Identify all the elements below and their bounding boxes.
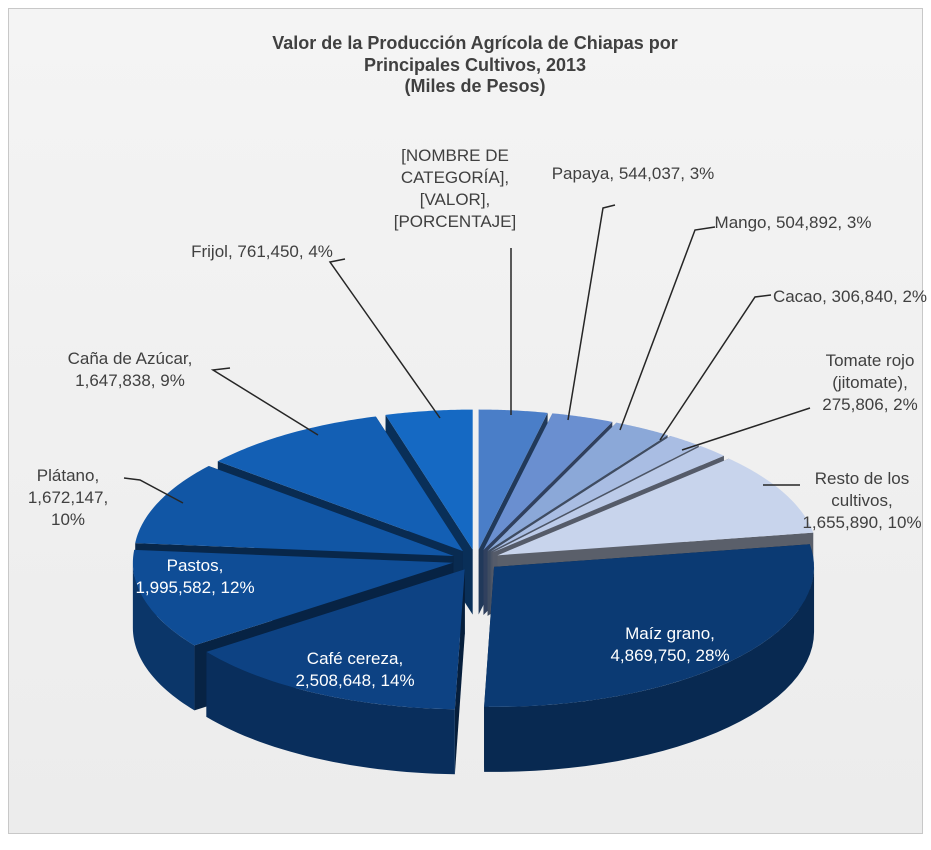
data-label: [NOMBRE DE CATEGORÍA], [VALOR], [PORCENT… bbox=[393, 146, 517, 231]
leader-line bbox=[681, 407, 811, 451]
slice-side bbox=[132, 562, 195, 711]
data-label: Plátano, 1,672,147, 10% bbox=[27, 466, 109, 529]
data-label: Maíz grano, 4,869,750, 28% bbox=[610, 624, 730, 665]
label-part: 2% bbox=[893, 395, 918, 414]
label-part: 10% bbox=[887, 513, 922, 532]
slice bbox=[206, 569, 465, 710]
label-part: 2,508,648 bbox=[295, 671, 372, 690]
chart-title: Valor de la Producción Agrícola de Chiap… bbox=[272, 33, 678, 75]
slice bbox=[487, 422, 668, 551]
slice-side bbox=[206, 651, 455, 775]
label-part: [PORCENTAJE] bbox=[393, 212, 517, 231]
label-part: 1,672,147 bbox=[27, 488, 104, 507]
label-part: 10% bbox=[50, 510, 86, 529]
slice bbox=[217, 416, 463, 552]
label-part: Pastos bbox=[166, 556, 219, 575]
label-part: Mango bbox=[714, 213, 767, 232]
data-label: Resto de los cultivos, 1,655,890, 10% bbox=[802, 469, 922, 532]
label-part: 1,647,838 bbox=[75, 371, 151, 390]
data-label: Frijol, 761,450, 4% bbox=[191, 242, 333, 261]
slice bbox=[478, 409, 548, 550]
label-part: 275,806 bbox=[822, 395, 884, 414]
leader-line bbox=[659, 294, 772, 441]
data-label: Papaya, 544,037, 3% bbox=[551, 164, 715, 183]
slice bbox=[497, 458, 814, 556]
data-label: Cacao, 306,840, 2% bbox=[772, 287, 928, 306]
chart-subtitle: (Miles de Pesos) bbox=[404, 76, 546, 96]
label-part: 28% bbox=[695, 646, 730, 665]
label-part: 1,995,582 bbox=[135, 578, 212, 597]
leader-line bbox=[123, 477, 184, 504]
slice bbox=[135, 465, 454, 556]
label-part: 3% bbox=[689, 164, 715, 183]
label-part: Frijol bbox=[191, 242, 228, 261]
data-label: Pastos, 1,995,582, 12% bbox=[135, 556, 255, 597]
label-part: 12% bbox=[220, 578, 255, 597]
label-part: 544,037 bbox=[618, 164, 681, 183]
label-part: Resto de los cultivos bbox=[814, 469, 910, 510]
slice bbox=[490, 435, 699, 552]
data-label: Mango, 504,892, 3% bbox=[714, 213, 872, 232]
slice bbox=[483, 413, 613, 551]
label-part: 4,869,750 bbox=[610, 646, 687, 665]
label-part: 2% bbox=[902, 287, 928, 306]
label-part: Tomate rojo (jitomate) bbox=[825, 351, 915, 392]
label-part: 3% bbox=[846, 213, 872, 232]
label-part: 4% bbox=[308, 242, 333, 261]
label-part: 761,450 bbox=[237, 242, 299, 261]
label-part: 504,892 bbox=[775, 213, 838, 232]
label-part: Plátano bbox=[36, 466, 95, 485]
leader-line bbox=[210, 367, 319, 436]
slice bbox=[132, 549, 453, 646]
slice bbox=[484, 544, 815, 707]
leader-line bbox=[619, 226, 716, 431]
label-part: 14% bbox=[380, 671, 415, 690]
label-part: 1,655,890 bbox=[802, 513, 879, 532]
label-part: Cacao bbox=[772, 287, 823, 306]
label-part: Maíz grano bbox=[625, 624, 711, 643]
data-label: Caña de Azúcar, 1,647,838, 9% bbox=[67, 349, 193, 390]
label-part: 9% bbox=[160, 371, 185, 390]
data-label: Tomate rojo (jitomate), 275,806, 2% bbox=[822, 351, 918, 414]
label-part: 306,840 bbox=[831, 287, 893, 306]
label-part: [NOMBRE DE CATEGORÍA] bbox=[400, 146, 509, 187]
label-part: Caña de Azúcar bbox=[67, 349, 188, 368]
slice bbox=[385, 409, 473, 550]
label-part: [VALOR] bbox=[419, 190, 486, 209]
data-label: Café cereza, 2,508,648, 14% bbox=[295, 649, 415, 690]
label-part: Café cereza bbox=[306, 649, 399, 668]
slice-side bbox=[484, 566, 815, 772]
leader-line bbox=[328, 258, 441, 419]
leader-line bbox=[567, 204, 616, 421]
slice bbox=[492, 446, 724, 553]
label-part: Papaya bbox=[551, 164, 610, 183]
